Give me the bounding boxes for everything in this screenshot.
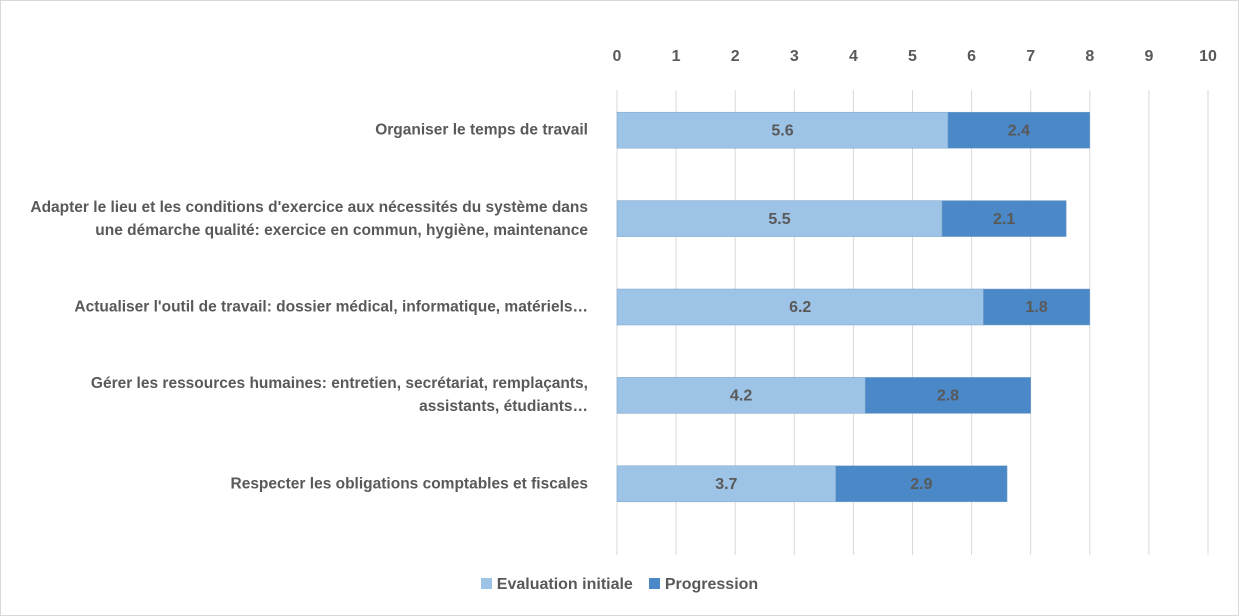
legend-item: Progression (648, 576, 759, 594)
x-tick-label: 10 (1199, 48, 1217, 65)
x-tick-label: 4 (849, 48, 858, 65)
bar-segment (616, 465, 836, 503)
data-label: 2.8 (937, 388, 959, 405)
data-label: 6.2 (789, 299, 811, 316)
legend-swatch (480, 578, 492, 589)
x-tick-label: 8 (1085, 48, 1094, 65)
data-label: 2.9 (910, 476, 932, 493)
bar-segment (616, 111, 949, 149)
bar-segment (983, 288, 1091, 326)
data-label: 5.6 (771, 122, 793, 139)
bar-segment (947, 111, 1091, 149)
x-tick-label: 6 (967, 48, 976, 65)
bar-segment (941, 200, 1067, 237)
bar-segment (616, 200, 943, 237)
data-label: 4.2 (730, 388, 752, 405)
bar-segment (864, 377, 1031, 414)
legend-item: Evaluation initiale (480, 576, 633, 594)
category-label: Organiser le temps de travail (375, 121, 588, 139)
data-label: 2.1 (993, 211, 1015, 228)
x-tick-label: 0 (613, 48, 622, 65)
bar-segment (835, 465, 1008, 503)
data-label: 2.4 (1008, 122, 1030, 139)
bar-segment (616, 377, 866, 414)
legend: Evaluation initiale Progression (0, 576, 1239, 594)
category-label: Adapter le lieu et les conditions d'exer… (30, 198, 588, 239)
x-tick-label: 9 (1144, 48, 1153, 65)
legend-label: Evaluation initiale (496, 576, 633, 593)
legend-swatch (648, 578, 660, 589)
x-tick-label: 1 (672, 48, 681, 65)
data-label: 3.7 (715, 476, 737, 493)
data-label: 5.5 (768, 211, 790, 228)
legend-label: Progression (664, 576, 759, 593)
data-label: 1.8 (1025, 299, 1047, 316)
x-tick-label: 5 (908, 48, 917, 65)
x-tick-label: 7 (1026, 48, 1035, 65)
x-tick-label: 2 (731, 48, 740, 65)
x-tick-label: 3 (790, 48, 799, 65)
category-label: Gérer les ressources humaines: entretien… (90, 375, 588, 416)
category-label: Respecter les obligations comptables et … (230, 475, 589, 493)
category-label: Actualiser l'outil de travail: dossier m… (74, 298, 588, 316)
